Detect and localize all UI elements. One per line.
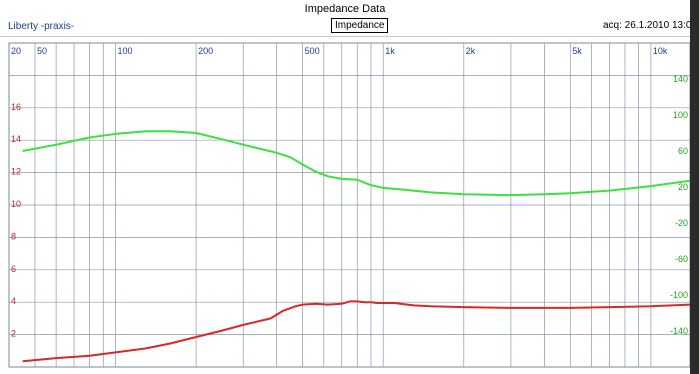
x-tick-label: 500: [305, 46, 320, 56]
x-tick-label: 5k: [572, 46, 582, 56]
y2-tick-label: -20: [675, 218, 688, 228]
x-tick-label: 50: [37, 46, 47, 56]
y2-tick-label: 100: [673, 110, 688, 120]
y-tick-label: 2: [11, 329, 16, 339]
impedance-button[interactable]: Impedance: [331, 18, 389, 33]
y-tick-label: 6: [11, 264, 16, 274]
y-tick-label: 14: [11, 134, 21, 144]
y-tick-label: 10: [11, 199, 21, 209]
x-tick-label: 1k: [385, 46, 395, 56]
window-title: Impedance Data: [304, 3, 386, 15]
impedance-chart: 50 100 200 500 1k 2k 5k 10k 20 16 14 12 10 8 6 4 2 140 100…: [8, 42, 690, 368]
y-tick-label: 12: [11, 167, 21, 177]
x-tick-label: 10k: [653, 46, 668, 56]
product-label: Liberty -praxis-: [8, 21, 75, 32]
y2-tick-label: 140: [673, 74, 688, 84]
phase-line: [22, 130, 690, 197]
magnitude-line: [22, 300, 690, 363]
x-tick-label: 2k: [466, 46, 476, 56]
y2-tick-label: 20: [678, 182, 688, 192]
y2-tick-label: -60: [675, 254, 688, 264]
y-tick-label: 16: [11, 102, 21, 112]
y2-tick-label: -100: [670, 290, 688, 300]
y-tick-label: 8: [11, 231, 16, 241]
y-tick-label: 20: [11, 46, 21, 56]
x-tick-label: 100: [118, 46, 133, 56]
acquisition-timestamp: acq: 26.1.2010 13:03:46: [603, 20, 699, 31]
y-tick-label: 4: [11, 296, 16, 306]
window-edge: [690, 0, 699, 374]
title-bar: Impedance Data Liberty -praxis- Impedanc…: [0, 0, 699, 37]
y2-tick-label: -140: [670, 326, 688, 336]
y2-tick-label: 60: [678, 146, 688, 156]
x-tick-label: 200: [198, 46, 213, 56]
